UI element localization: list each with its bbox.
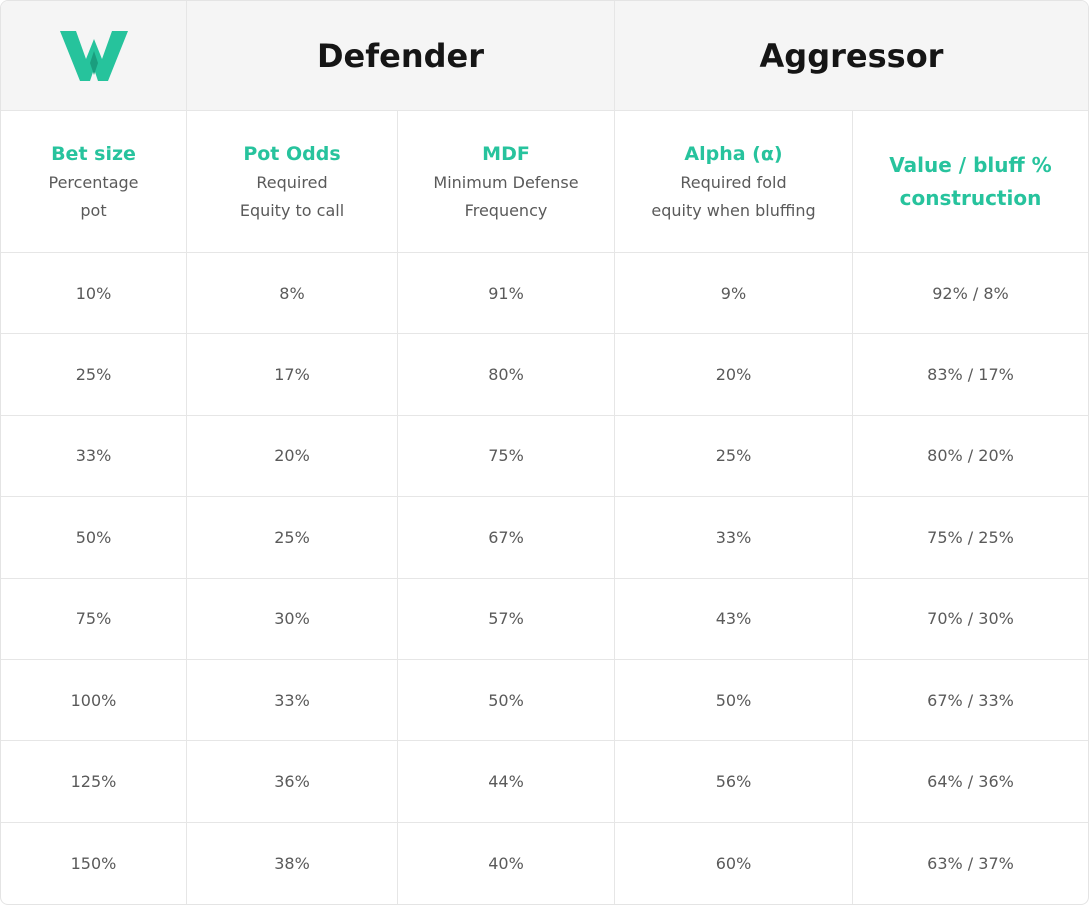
- table-cell: 56%: [615, 741, 853, 823]
- table-cell: 91%: [398, 253, 615, 335]
- column-title: construction: [899, 185, 1042, 210]
- column-header: Alpha (α) Required fold equity when bluffi…: [615, 111, 853, 253]
- table-cell: 75%: [1, 578, 187, 660]
- table-cell: 70% / 30%: [853, 579, 1088, 660]
- table-cell: 20%: [187, 415, 398, 498]
- table-cell: 9%: [615, 253, 853, 335]
- column-subtitle: Required fold: [680, 172, 787, 192]
- table-cell: 30%: [187, 578, 398, 660]
- table-cell: 20%: [615, 334, 853, 416]
- table-cell: 57%: [398, 578, 615, 660]
- column-subtitle: Minimum Defense: [433, 172, 579, 192]
- table-cell: 44%: [398, 741, 615, 823]
- table-cell: 100%: [1, 659, 187, 742]
- column-subtitle: Required: [256, 172, 328, 192]
- table-cell: 33%: [615, 497, 853, 579]
- table-cell: 43%: [615, 578, 853, 660]
- table-cell: 40%: [398, 822, 615, 904]
- table-cell: 60%: [615, 822, 853, 904]
- column-header: Bet size Percentage pot: [1, 111, 187, 253]
- table-cell: 25%: [615, 415, 853, 498]
- table-cell: 80% / 20%: [853, 416, 1088, 498]
- table-cell: 50%: [398, 659, 615, 742]
- group-header: Aggressor: [615, 1, 1088, 111]
- table-cell: 125%: [1, 741, 187, 823]
- group-header: Defender: [187, 1, 615, 111]
- logo-cell: [1, 1, 187, 111]
- table-cell: 10%: [1, 253, 187, 335]
- table-cell: 50%: [1, 497, 187, 579]
- column-subtitle: equity when bluffing: [651, 200, 816, 220]
- table-cell: 75% / 25%: [853, 497, 1088, 579]
- column-title: Value / bluff %: [889, 152, 1052, 177]
- column-title: Bet size: [51, 142, 136, 165]
- table-cell: 63% / 37%: [927, 853, 1014, 873]
- column-title: Pot Odds: [243, 142, 341, 165]
- table-cell: 75%: [398, 415, 615, 498]
- table-cell: 64% / 36%: [853, 741, 1088, 823]
- table-cell: 67% / 33%: [853, 660, 1088, 742]
- column-subtitle: pot: [80, 200, 107, 220]
- table-cell: 150%: [1, 822, 187, 904]
- table-cell: 33%: [187, 659, 398, 742]
- table-cell: 8%: [187, 253, 398, 335]
- table-cell: 38%: [187, 822, 398, 904]
- table-cell: 25%: [1, 334, 187, 416]
- table-cell: 83% / 17%: [853, 334, 1088, 416]
- column-title: Alpha (α): [684, 142, 783, 165]
- table-cell: 25%: [187, 497, 398, 579]
- column-header: Value / bluff % construction: [853, 111, 1088, 253]
- table-cell: 36%: [187, 741, 398, 823]
- column-header: MDF Minimum Defense Frequency: [398, 111, 615, 253]
- table-cell: 67%: [398, 497, 615, 579]
- column-subtitle: Equity to call: [239, 200, 345, 220]
- column-header: Pot Odds Required Equity to call: [187, 111, 398, 253]
- column-subtitle: Percentage: [48, 172, 139, 192]
- table-cell: 80%: [398, 334, 615, 416]
- table-cell: 17%: [187, 334, 398, 416]
- column-title: MDF: [482, 142, 530, 165]
- column-subtitle: Frequency: [464, 200, 548, 220]
- table-cell: 92% / 8%: [853, 253, 1088, 335]
- table-cell: 50%: [615, 659, 853, 742]
- logo: [59, 30, 128, 81]
- table-cell: 33%: [1, 415, 187, 498]
